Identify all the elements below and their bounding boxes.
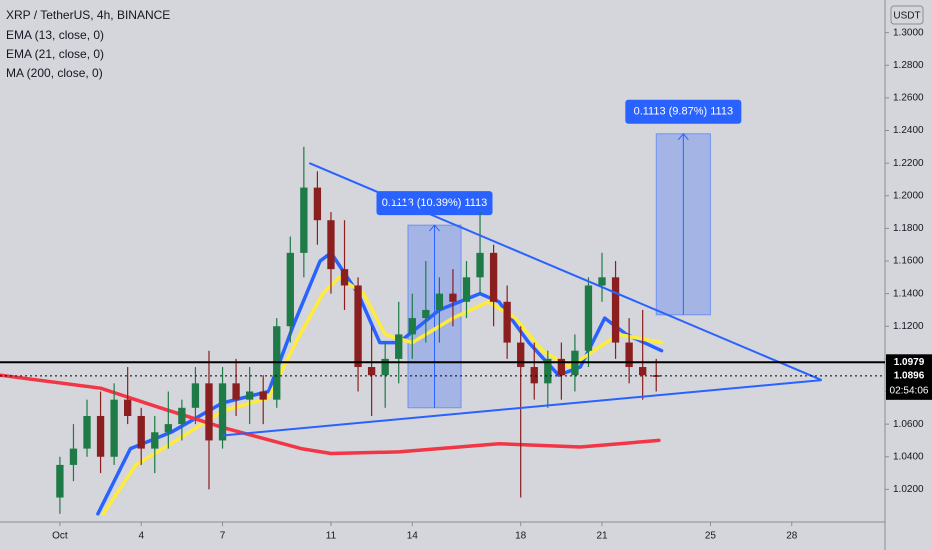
candle-body xyxy=(422,309,430,319)
candle-body xyxy=(544,358,552,384)
candle-body xyxy=(218,383,227,441)
last-price-box xyxy=(886,367,932,400)
measure-label: 0.1113 (10.39%) 1113 xyxy=(382,197,488,209)
candle-body xyxy=(557,358,566,376)
candle-body xyxy=(151,432,159,449)
y-tick-label: 1.0400 xyxy=(893,451,924,462)
measure-label-box xyxy=(625,99,742,124)
x-tick-label: 7 xyxy=(220,531,226,542)
price-label-box xyxy=(886,354,932,371)
legend-entry: EMA (13, close, 0) xyxy=(6,28,104,42)
measure-arrowhead xyxy=(677,132,689,141)
y-tick-label: 1.3000 xyxy=(893,27,924,38)
candle-body xyxy=(205,383,213,441)
legend-entry: MA (200, close, 0) xyxy=(6,66,103,80)
candle-body xyxy=(124,399,132,416)
measure-arrowhead xyxy=(429,224,440,232)
last-price-label: 1.0896 xyxy=(894,370,925,381)
x-tick-label: 25 xyxy=(705,531,717,542)
candle-body xyxy=(354,285,362,368)
candle-body xyxy=(340,269,349,286)
candle-body xyxy=(639,367,647,376)
price-label: 1.0979 xyxy=(894,357,925,368)
candle-body xyxy=(489,252,498,302)
currency-box xyxy=(890,5,924,25)
y-tick-label: 1.2600 xyxy=(893,93,924,104)
candle-body xyxy=(625,342,633,368)
candle-body xyxy=(449,293,457,302)
candle-body xyxy=(408,318,416,335)
chart-title: XRP / TetherUS, 4h, BINANCE xyxy=(6,8,170,22)
candle-body xyxy=(381,358,389,376)
candle-body xyxy=(137,415,145,449)
candle-body xyxy=(245,391,254,400)
x-tick-label: 28 xyxy=(786,531,798,542)
candle-body xyxy=(395,334,403,359)
countdown: 02:54:06 xyxy=(890,385,929,396)
y-tick-label: 1.0600 xyxy=(893,419,924,430)
y-tick-label: 1.1400 xyxy=(893,288,924,299)
candle-body xyxy=(367,367,376,376)
candle-body xyxy=(517,342,525,368)
y-tick-label: 1.1200 xyxy=(893,321,924,332)
candle-body xyxy=(476,252,484,278)
candle-body xyxy=(462,277,471,302)
y-tick-label: 1.2000 xyxy=(893,190,924,201)
candle-body xyxy=(232,383,240,400)
y-tick-label: 1.2800 xyxy=(893,60,924,71)
candle-body xyxy=(584,285,593,351)
candle-body xyxy=(435,293,444,310)
candle-body xyxy=(69,448,78,465)
candle-body xyxy=(56,464,64,498)
x-tick-label: 11 xyxy=(326,531,337,542)
trendline xyxy=(222,379,822,437)
candle-body xyxy=(178,407,186,425)
currency: USDT xyxy=(893,11,920,22)
y-tick-label: 1.1600 xyxy=(893,256,924,267)
trendline xyxy=(308,162,822,382)
legend-entry: EMA (21, close, 0) xyxy=(6,47,104,61)
candle-body xyxy=(598,277,606,286)
x-tick-label: 18 xyxy=(515,531,527,542)
candle-body xyxy=(611,277,620,343)
candle-body xyxy=(164,424,172,433)
indicator-line xyxy=(0,373,661,456)
candle-body xyxy=(83,415,91,449)
candle-body xyxy=(327,220,335,270)
candle-body xyxy=(110,399,118,457)
candle-body xyxy=(191,383,200,408)
x-tick-label: 14 xyxy=(407,531,419,542)
candle-body xyxy=(259,391,267,400)
measure-label-box xyxy=(376,191,493,216)
candle-body xyxy=(300,187,308,253)
x-tick-label: 21 xyxy=(596,531,608,542)
candle-body xyxy=(530,367,538,384)
candle-body xyxy=(503,301,511,343)
x-tick-label: Oct xyxy=(52,531,68,542)
y-tick-label: 1.2200 xyxy=(893,158,924,169)
candle-body xyxy=(313,187,322,221)
candle-body xyxy=(96,415,105,457)
candle-body xyxy=(286,252,294,327)
plot-area: 0.1113 (10.39%) 1113 0.1113 (9.87%) 1113 xyxy=(0,99,822,516)
y-tick-label: 1.0200 xyxy=(893,484,924,495)
y-tick-label: 1.2400 xyxy=(893,125,924,136)
y-tick-label: 1.1800 xyxy=(893,223,924,234)
x-tick-label: 4 xyxy=(138,531,144,542)
measure-label: 0.1113 (9.87%) 1113 xyxy=(634,106,733,118)
